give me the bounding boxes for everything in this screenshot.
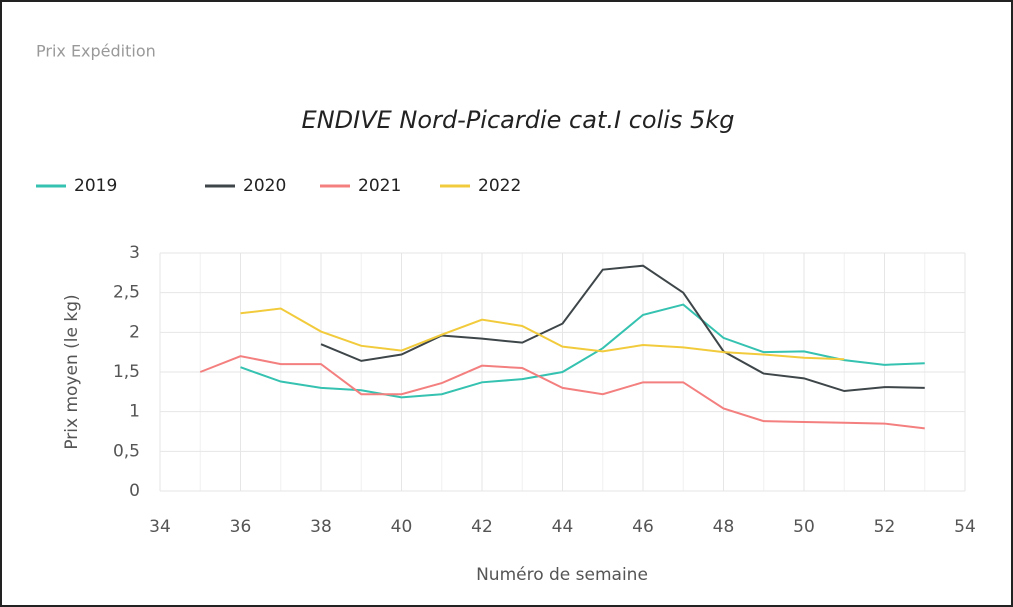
x-tick-label: 54: [954, 517, 976, 537]
x-tick-label: 42: [471, 517, 493, 537]
y-tick-label: 1,5: [113, 362, 140, 382]
x-tick-label: 44: [552, 517, 574, 537]
y-axis-label: Prix moyen (le kg): [62, 294, 82, 449]
series-line: [199, 355, 925, 430]
y-tick-label: 1: [129, 402, 140, 422]
x-axis-label: Numéro de semaine: [476, 565, 648, 585]
y-tick-label: 2,5: [113, 283, 140, 303]
legend-label: 2021: [358, 176, 401, 196]
legend-label: 2019: [74, 176, 117, 196]
x-tick-label: 46: [632, 517, 654, 537]
chart-title: ENDIVE Nord-Picardie cat.I colis 5kg: [302, 106, 735, 134]
legend-label: 2022: [478, 176, 521, 196]
x-tick-label: 34: [149, 517, 171, 537]
x-tick-label: 36: [230, 517, 252, 537]
y-tick-label: 0,5: [113, 441, 140, 461]
y-tick-label: 2: [129, 322, 140, 342]
header: Prix Expédition: [36, 42, 156, 61]
x-tick-label: 48: [713, 517, 735, 537]
y-tick-label: 0: [129, 481, 140, 501]
x-tick-label: 40: [391, 517, 413, 537]
legend-label: 2020: [243, 176, 286, 196]
x-tick-label: 38: [310, 517, 332, 537]
series-line: [320, 264, 925, 393]
x-tick-label: 52: [874, 517, 896, 537]
y-tick-label: 3: [129, 243, 140, 263]
series-line: [240, 307, 845, 361]
x-tick-label: 50: [793, 517, 815, 537]
